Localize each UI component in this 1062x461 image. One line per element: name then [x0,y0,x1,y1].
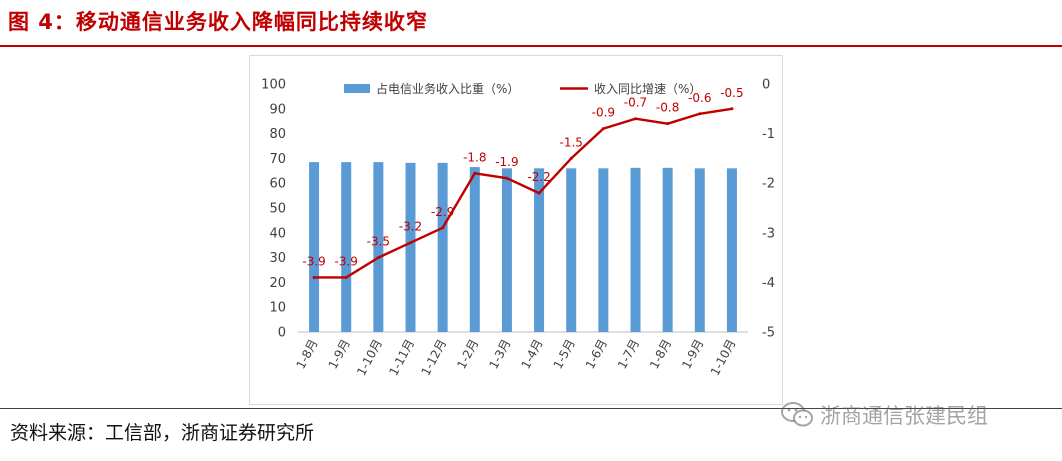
x-tick-label: 1-5月 [551,337,578,371]
bar [566,168,577,332]
chart-frame [249,55,783,405]
bar [662,167,673,332]
line-data-label: -3.9 [335,254,358,268]
legend-line-label: 收入同比增速（%） [594,82,701,96]
y-left-tick-label: 80 [269,127,286,142]
line-data-label: -3.2 [399,220,422,234]
x-tick-label: 1-11月 [386,337,417,378]
y-right-tick-label: -4 [762,276,775,291]
line-data-label: -2.2 [527,170,550,184]
y-left-tick-label: 100 [261,78,286,93]
bar [469,167,480,332]
y-left-tick-label: 30 [269,251,286,266]
y-left-tick-label: 10 [269,301,286,316]
line-point [730,107,734,111]
source-note: 资料来源：工信部，浙商证券研究所 [10,422,315,444]
y-left-tick-label: 40 [269,226,286,241]
line-point [698,112,702,116]
line-point [409,241,412,245]
title-divider [0,45,1062,47]
line-point [505,176,509,180]
line-data-label: -0.8 [656,101,679,115]
line-point [569,156,573,160]
legend-bar-label: 占电信业务收入比重（%） [376,81,519,96]
bar [534,168,545,332]
x-tick-label: 1-2月 [454,337,481,371]
y-left-tick-label: 70 [269,152,286,167]
y-right-tick-label: -3 [762,226,775,241]
line-data-label: -1.8 [463,150,486,164]
watermark: 浙商通信张建民组 [780,400,988,430]
bar [726,168,737,332]
x-tick-label: 1-9月 [679,337,706,371]
bar [309,162,320,332]
x-tick-label: 1-10月 [354,337,385,378]
x-tick-label: 1-7月 [615,337,642,371]
bar [405,162,416,332]
y-left-tick-label: 0 [278,326,286,341]
line-data-label: -0.7 [624,96,647,110]
line-point [634,117,637,121]
bar [437,162,448,332]
wechat-icon [781,402,813,427]
x-tick-label: 1-8月 [294,337,321,371]
y-left-tick-label: 60 [269,177,286,192]
y-right-tick-label: -1 [762,127,775,142]
source-divider [0,408,1062,409]
line-point [441,226,445,230]
line-data-label: -3.5 [367,235,390,249]
x-tick-label: 1-3月 [486,337,513,371]
legend-bar-swatch [344,84,370,93]
growth-line [314,107,733,279]
y-left-tick-label: 20 [269,276,286,291]
x-tick-label: 1-12月 [419,337,450,378]
watermark-text: 浙商通信张建民组 [820,404,988,428]
line-point [601,127,605,131]
bar [694,168,705,332]
figure-title: 图 4：移动通信业务收入降幅同比持续收窄 [8,10,428,34]
line-data-label: -3.9 [302,254,325,268]
bar [341,162,352,332]
line-point [376,256,380,260]
line-data-label: -0.6 [688,91,711,105]
line-point [537,191,541,195]
y-right-tick-label: 0 [762,78,770,93]
x-tick-label: 1-4月 [519,337,546,371]
line-data-label: -0.9 [592,106,615,120]
bar [598,168,609,332]
line-data-label: -1.5 [560,135,583,149]
x-tick-label: 1-9月 [326,337,353,371]
bar [501,168,512,332]
line-point [312,275,316,279]
x-tick-label: 1-8月 [647,337,674,371]
line-point [344,275,348,279]
x-tick-label: 1-6月 [583,337,610,371]
x-tick-label: 1-10月 [708,337,739,378]
line-point [666,122,670,126]
line-data-label: -0.5 [720,86,743,100]
bar [630,167,641,332]
y-left-tick-label: 90 [269,102,286,117]
bar [373,162,384,332]
line-data-label: -2.9 [431,205,454,219]
line-point [473,171,477,175]
y-right-tick-label: -5 [762,326,775,341]
line-data-label: -1.9 [495,155,518,169]
y-right-tick-label: -2 [762,177,775,192]
y-left-tick-label: 50 [269,202,286,217]
